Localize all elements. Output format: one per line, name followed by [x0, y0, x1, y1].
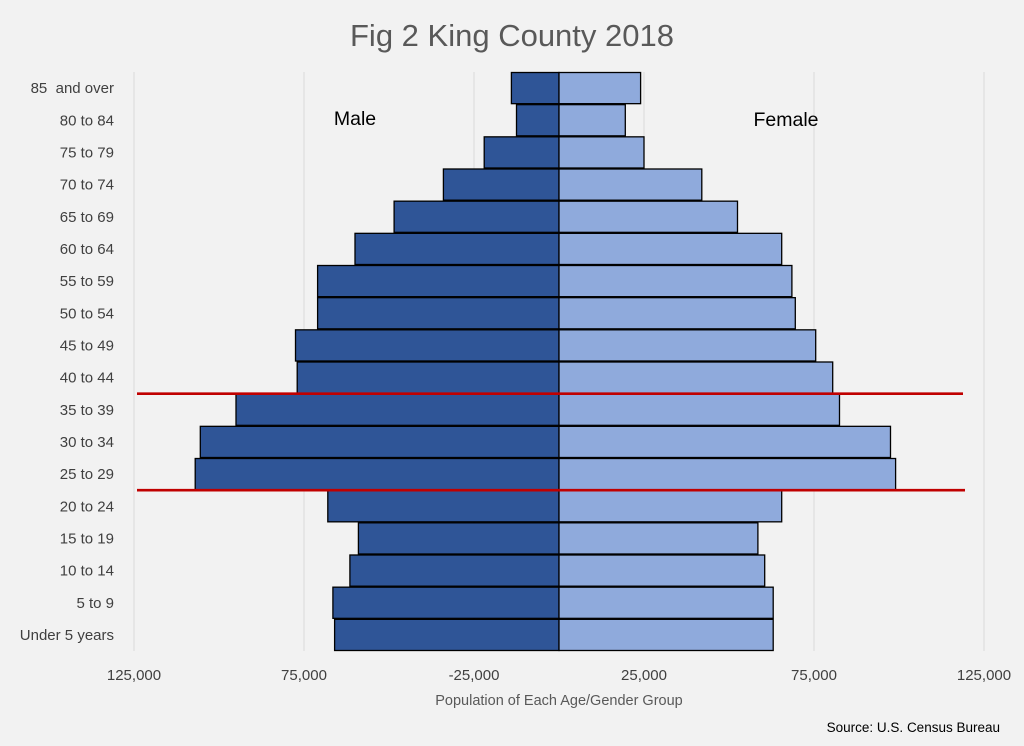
- female-bar-0: [558, 618, 774, 652]
- reference-lines: [137, 392, 965, 492]
- category-axis-labels: Under 5 years 5 to 9 10 to 14 15 to 19 20 to…: [20, 80, 114, 644]
- male-bar-2: [349, 554, 560, 587]
- female-bar-14: [558, 168, 703, 201]
- female-bar-9: [558, 329, 817, 362]
- male-bar-1: [332, 586, 560, 619]
- male-bar-15: [483, 136, 560, 169]
- category-label: 35 to 39: [60, 402, 114, 419]
- source-note: Source: U.S. Census Bureau: [827, 720, 1000, 735]
- category-label: 85 and over: [31, 80, 114, 97]
- category-label: 65 to 69: [60, 209, 114, 226]
- category-label: 15 to 19: [60, 530, 114, 547]
- x-tick-label: 125,000: [957, 667, 1011, 684]
- x-tick-label: -25,000: [449, 667, 500, 684]
- male-bar-6: [199, 425, 560, 459]
- male-annotation: Male: [334, 108, 376, 130]
- female-bar-8: [558, 361, 834, 394]
- female-bar-3: [558, 522, 759, 555]
- category-label: Under 5 years: [20, 627, 114, 644]
- male-bar-5: [194, 457, 560, 491]
- female-annotation: Female: [753, 109, 818, 131]
- category-label: 25 to 29: [60, 466, 114, 483]
- category-label: 40 to 44: [60, 370, 114, 387]
- x-tick-label: 75,000: [281, 667, 327, 684]
- female-bar-10: [558, 297, 796, 330]
- female-bar-1: [558, 586, 774, 619]
- female-bar-15: [558, 136, 645, 169]
- category-label: 5 to 9: [76, 595, 114, 612]
- male-bar-16: [515, 104, 560, 137]
- female-bar-13: [558, 200, 739, 233]
- category-label: 10 to 14: [60, 563, 114, 580]
- value-axis-tick-labels: 125,000 75,000 -25,000 25,000 75,000 125,000: [107, 667, 1011, 684]
- female-bar-17: [558, 71, 642, 105]
- male-bar-17: [510, 71, 560, 105]
- category-label: 60 to 64: [60, 241, 114, 258]
- female-bar-2: [558, 554, 766, 587]
- male-bar-8: [296, 361, 560, 394]
- male-bar-7: [235, 393, 560, 426]
- male-bar-9: [294, 329, 560, 362]
- category-label: 55 to 59: [60, 273, 114, 290]
- female-bar-4: [558, 490, 783, 523]
- female-series: [558, 71, 897, 652]
- male-bar-10: [316, 297, 560, 330]
- category-label: 45 to 49: [60, 337, 114, 354]
- male-series: [194, 71, 560, 652]
- female-bar-11: [558, 264, 793, 298]
- category-label: 80 to 84: [60, 112, 114, 129]
- chart-title: Fig 2 King County 2018: [350, 18, 674, 53]
- male-bar-14: [442, 168, 560, 201]
- female-bar-7: [558, 393, 841, 426]
- female-bar-5: [558, 457, 897, 491]
- x-tick-label: 125,000: [107, 667, 161, 684]
- category-label: 30 to 34: [60, 434, 114, 451]
- male-bar-3: [357, 522, 560, 555]
- female-bar-16: [558, 104, 626, 137]
- female-bar-12: [558, 232, 783, 266]
- x-tick-label: 25,000: [621, 667, 667, 684]
- male-bar-12: [354, 232, 560, 266]
- female-bar-6: [558, 425, 892, 459]
- male-bar-11: [316, 264, 560, 298]
- category-label: 50 to 54: [60, 305, 114, 322]
- category-label: 75 to 79: [60, 144, 114, 161]
- category-label: 70 to 74: [60, 177, 114, 194]
- male-bar-13: [393, 200, 560, 233]
- male-bar-4: [327, 490, 560, 523]
- category-label: 20 to 24: [60, 498, 114, 515]
- male-bar-0: [333, 618, 560, 652]
- x-tick-label: 75,000: [791, 667, 837, 684]
- x-axis-label: Population of Each Age/Gender Group: [435, 693, 682, 709]
